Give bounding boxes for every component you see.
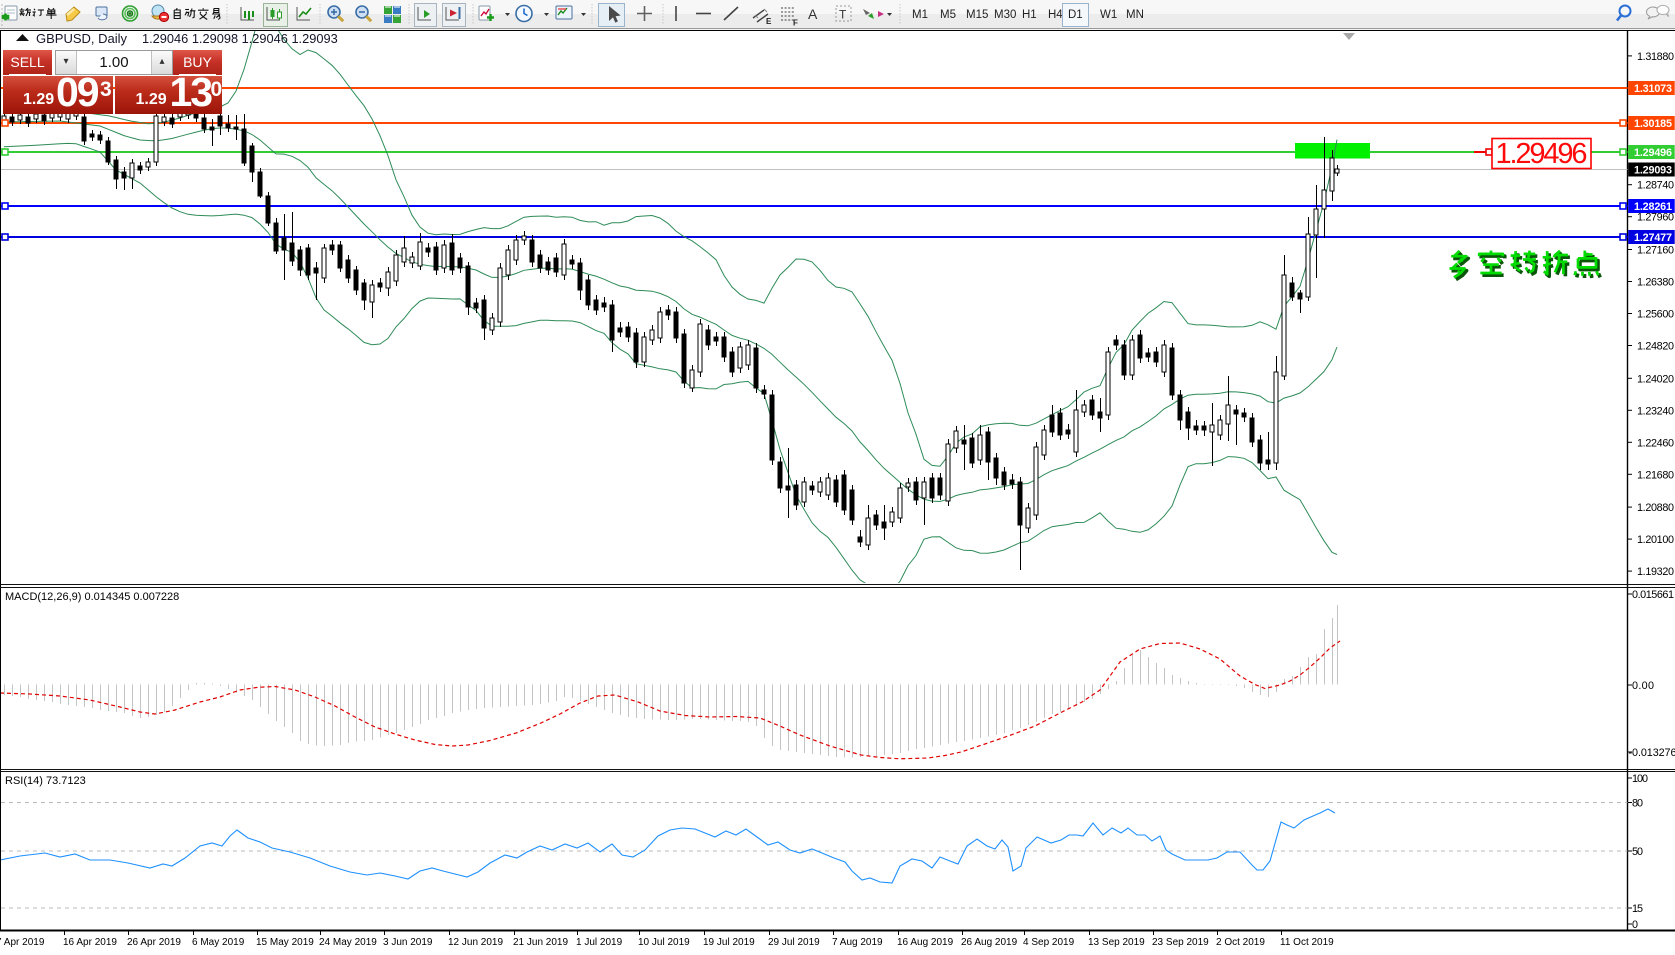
svg-text:F: F xyxy=(793,19,798,28)
svg-text:3 Jun 2019: 3 Jun 2019 xyxy=(383,937,433,948)
svg-text:1.20880: 1.20880 xyxy=(1637,502,1674,514)
svg-text:12 Jun 2019: 12 Jun 2019 xyxy=(448,937,503,948)
svg-text:0: 0 xyxy=(1632,919,1638,931)
svg-text:M1: M1 xyxy=(912,9,928,21)
svg-text:H1: H1 xyxy=(1022,9,1037,21)
svg-text:0.015661: 0.015661 xyxy=(1632,589,1674,601)
svg-text:1.20100: 1.20100 xyxy=(1637,534,1674,546)
svg-text:6 May 2019: 6 May 2019 xyxy=(192,937,245,948)
svg-text:1.29496: 1.29496 xyxy=(1634,147,1672,159)
svg-text:M15: M15 xyxy=(966,9,988,21)
svg-text:1.28261: 1.28261 xyxy=(1634,201,1672,213)
svg-text:M5: M5 xyxy=(940,9,956,21)
svg-text:1.22460: 1.22460 xyxy=(1637,437,1674,449)
svg-text:M30: M30 xyxy=(994,9,1016,21)
svg-text:24 May 2019: 24 May 2019 xyxy=(319,937,377,948)
svg-text:E: E xyxy=(766,17,772,26)
svg-text:7 Apr 2019: 7 Apr 2019 xyxy=(0,937,45,948)
svg-text:21 Jun 2019: 21 Jun 2019 xyxy=(513,937,568,948)
svg-text:MN: MN xyxy=(1126,9,1144,21)
svg-text:D1: D1 xyxy=(1068,9,1083,21)
svg-text:1.29093: 1.29093 xyxy=(1634,165,1672,177)
svg-text:1.27160: 1.27160 xyxy=(1637,245,1674,257)
svg-text:1.21680: 1.21680 xyxy=(1637,469,1674,481)
svg-text:1.27960: 1.27960 xyxy=(1637,212,1674,224)
svg-text:1.27477: 1.27477 xyxy=(1634,232,1672,244)
svg-text:15 May 2019: 15 May 2019 xyxy=(256,937,314,948)
svg-text:29 Jul 2019: 29 Jul 2019 xyxy=(768,937,820,948)
svg-text:H4: H4 xyxy=(1048,9,1063,21)
svg-text:0.00: 0.00 xyxy=(1632,680,1654,692)
svg-text:1.25600: 1.25600 xyxy=(1637,309,1674,321)
svg-text:13 Sep 2019: 13 Sep 2019 xyxy=(1088,937,1145,948)
svg-text:16 Apr 2019: 16 Apr 2019 xyxy=(63,937,117,948)
svg-text:4 Sep 2019: 4 Sep 2019 xyxy=(1023,937,1075,948)
svg-text:T: T xyxy=(839,8,847,22)
svg-text:W1: W1 xyxy=(1100,9,1117,21)
svg-text:2 Oct 2019: 2 Oct 2019 xyxy=(1216,937,1265,948)
svg-text:80: 80 xyxy=(1632,798,1643,810)
svg-text:26 Apr 2019: 26 Apr 2019 xyxy=(127,937,181,948)
svg-text:15: 15 xyxy=(1632,903,1643,915)
svg-text:1.26380: 1.26380 xyxy=(1637,277,1674,289)
svg-text:RSI(14) 73.7123: RSI(14) 73.7123 xyxy=(5,775,86,787)
svg-text:1.30185: 1.30185 xyxy=(1634,118,1672,130)
svg-text:A: A xyxy=(808,6,818,22)
svg-text:11 Oct 2019: 11 Oct 2019 xyxy=(1280,937,1334,948)
svg-text:1.29496: 1.29496 xyxy=(1496,138,1588,170)
svg-text:1 Jul 2019: 1 Jul 2019 xyxy=(576,937,623,948)
svg-text:10 Jul 2019: 10 Jul 2019 xyxy=(638,937,690,948)
svg-text:1.19320: 1.19320 xyxy=(1637,566,1674,578)
svg-text:50: 50 xyxy=(1632,846,1643,858)
svg-text:7 Aug 2019: 7 Aug 2019 xyxy=(832,937,883,948)
svg-text:19 Jul 2019: 19 Jul 2019 xyxy=(703,937,755,948)
svg-text:26 Aug 2019: 26 Aug 2019 xyxy=(961,937,1018,948)
svg-text:1.23240: 1.23240 xyxy=(1637,405,1674,417)
svg-text:23 Sep 2019: 23 Sep 2019 xyxy=(1152,937,1209,948)
svg-text:MACD(12,26,9) 0.014345 0.00722: MACD(12,26,9) 0.014345 0.007228 xyxy=(5,591,179,603)
svg-text:1.31880: 1.31880 xyxy=(1637,51,1674,63)
svg-text:16 Aug 2019: 16 Aug 2019 xyxy=(897,937,954,948)
svg-text:1.28740: 1.28740 xyxy=(1637,180,1674,192)
svg-text:1.24020: 1.24020 xyxy=(1637,373,1674,385)
svg-text:1.24820: 1.24820 xyxy=(1637,341,1674,353)
svg-text:100: 100 xyxy=(1632,773,1648,785)
svg-text:-0.013276: -0.013276 xyxy=(1629,747,1675,759)
svg-text:1.31073: 1.31073 xyxy=(1634,83,1672,95)
